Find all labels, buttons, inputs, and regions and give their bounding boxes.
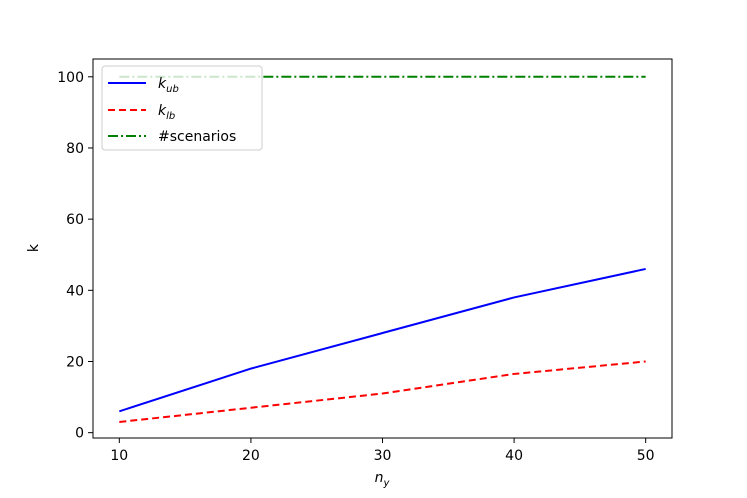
legend-label-k-lb: klb — [158, 103, 175, 122]
x-tick-label: 20 — [242, 448, 260, 464]
y-tick-label: 100 — [57, 70, 84, 86]
y-tick-label: 0 — [75, 426, 84, 442]
legend-label-k-lb-sub: lb — [166, 111, 175, 122]
series-line-1 — [119, 360, 646, 423]
legend: kub klb #scenarios — [101, 65, 263, 151]
x-axis-label-sub: y — [382, 478, 390, 489]
y-tick-label: 40 — [66, 283, 84, 299]
legend-label-k-ub-sub: ub — [166, 84, 179, 95]
y-tick-label: 80 — [66, 141, 84, 157]
legend-label-k-ub-base: k — [158, 76, 167, 92]
ticks-layer: 10 20 30 40 50 0 20 40 60 80 100 — [57, 70, 654, 464]
x-tick-label: 10 — [110, 448, 128, 464]
x-axis-label: ny — [375, 470, 391, 489]
legend-box — [101, 65, 263, 151]
legend-label-k-lb-base: k — [158, 103, 167, 119]
series-layer — [119, 75, 646, 423]
legend-label-k-ub: kub — [158, 76, 179, 95]
x-tick-label: 50 — [637, 448, 655, 464]
series-line-0 — [119, 267, 646, 413]
y-tick-label: 20 — [66, 354, 84, 370]
y-axis-label: k — [26, 243, 42, 252]
legend-label-scenarios: #scenarios — [158, 129, 236, 145]
x-tick-label: 30 — [374, 448, 392, 464]
y-tick-label: 60 — [66, 212, 84, 228]
x-axis-label-base: n — [375, 470, 384, 486]
x-tick-label: 40 — [505, 448, 523, 464]
